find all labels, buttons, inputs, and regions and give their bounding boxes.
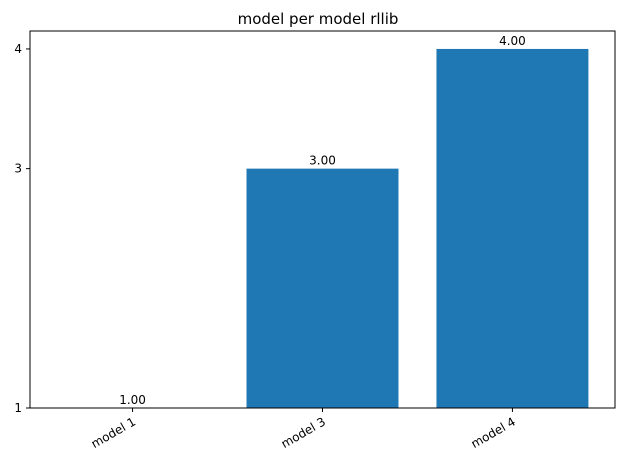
chart-title: model per model rllib: [238, 10, 399, 28]
data-label: 3.00: [309, 154, 336, 168]
plot-area: 1.00 3.00 4.00 1 3 4 model 1 model 3 model 4: [14, 30, 616, 451]
bar: [246, 168, 399, 408]
bar: [436, 48, 589, 408]
data-label: 4.00: [499, 34, 526, 48]
x-tick-label: model 1: [89, 414, 138, 451]
x-tick-label: model 3: [279, 414, 328, 451]
y-tick-label: 3: [14, 162, 22, 176]
x-tick-label: model 4: [469, 414, 518, 451]
data-label: 1.00: [119, 393, 146, 407]
y-tick-label: 1: [14, 401, 22, 415]
y-tick-label: 4: [14, 42, 22, 56]
